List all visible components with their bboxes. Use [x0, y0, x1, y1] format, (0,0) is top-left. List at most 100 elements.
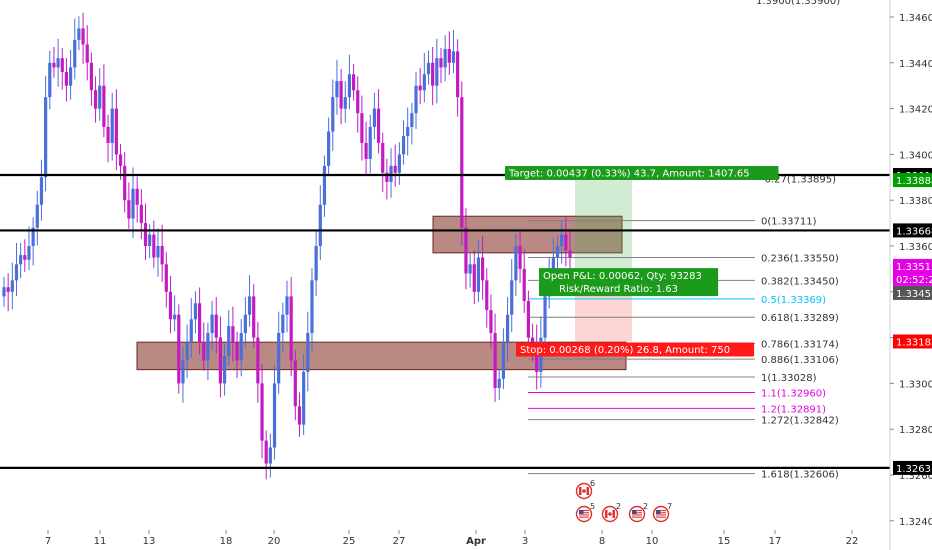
candle-body: [543, 296, 547, 338]
time-axis[interactable]: 7 11 13 18 20 25 27 Apr 3 8 10 15 17 22: [45, 530, 859, 547]
candle-body: [297, 406, 302, 425]
candle-body: [347, 74, 352, 98]
time-tick-label: 18: [220, 536, 233, 547]
candle-body: [505, 314, 510, 343]
candle-body: [14, 264, 19, 281]
candle-body: [256, 337, 260, 384]
candle-body: [464, 227, 468, 274]
fib-level-label: 0.5(1.33369): [761, 295, 826, 306]
candle-body: [439, 58, 443, 68]
candle-body: [135, 188, 139, 205]
price-tick-label: 1.34200: [899, 105, 932, 116]
candle-body: [277, 333, 281, 384]
candle-body: [260, 383, 264, 441]
canada-flag-icon[interactable]: [601, 505, 619, 523]
candle-body: [443, 49, 447, 68]
candle-body: [310, 280, 314, 334]
candle-body: [164, 264, 168, 292]
candle-body: [414, 85, 418, 114]
candle-body: [143, 223, 148, 246]
time-tick-label: 25: [343, 536, 356, 547]
fibonacci-retracement[interactable]: -0.27(1.33895) 0(1.33711) 0.236(1.33550) 0.…: [528, 174, 839, 481]
candle-body: [102, 85, 106, 127]
candle-body: [343, 97, 347, 109]
price-badge-text: 1.33513: [896, 262, 932, 273]
candle-body: [472, 264, 476, 292]
event-count: 2: [616, 502, 621, 511]
price-badge: [893, 258, 932, 273]
target-label-box: [505, 166, 779, 181]
candle-body: [476, 257, 481, 292]
candle-body: [339, 81, 343, 109]
fib-level-label: 0.236(1.33550): [761, 253, 839, 264]
candle-body: [210, 314, 214, 334]
clipped-top-label: 1.3900(1.35900): [756, 0, 840, 7]
candle-body: [6, 287, 10, 292]
candle-body: [27, 246, 31, 260]
candle-body: [139, 204, 143, 224]
candle-body: [564, 234, 568, 251]
us-flag-icon[interactable]: [575, 505, 593, 523]
canada-flag-icon[interactable]: [575, 482, 593, 500]
candle-body: [302, 371, 306, 425]
economic-events[interactable]: 6 5 2 2 7: [575, 479, 673, 523]
fib-level-label: 1.2(1.32891): [761, 404, 826, 415]
candle-body: [551, 257, 555, 274]
price-badge: [893, 334, 932, 349]
candle-body: [193, 303, 198, 320]
event-count: 7: [667, 502, 672, 511]
candle-body: [406, 126, 410, 137]
candle-body: [131, 188, 135, 219]
candle-body: [77, 28, 81, 40]
candle-body: [568, 250, 572, 258]
price-tick-label: 1.32800: [899, 425, 932, 436]
us-flag-icon[interactable]: [652, 505, 670, 523]
candle-body: [2, 287, 6, 297]
candle-body: [268, 447, 272, 464]
candle-body: [306, 333, 310, 372]
us-flag-icon[interactable]: [628, 505, 646, 523]
price-badge: [893, 173, 932, 188]
candle-body: [89, 62, 93, 91]
price-tick-label: 1.32600: [899, 471, 932, 482]
candle-body: [522, 268, 526, 301]
candle-body: [35, 204, 39, 228]
price-tick-label: 1.34600: [899, 13, 932, 24]
candle-body: [93, 90, 98, 109]
price-axis[interactable]: 1.34600 1.34400 1.34200 1.34000 1.33800 1.336…: [756, 0, 932, 550]
candle-body: [501, 342, 506, 379]
candle-body: [518, 246, 522, 269]
candle-body: [426, 62, 431, 75]
candle-body: [227, 326, 231, 356]
candle-body: [239, 333, 243, 361]
candle-body: [481, 257, 485, 281]
candle-body: [23, 255, 27, 260]
candle-body: [435, 58, 439, 86]
candle-body: [156, 246, 160, 258]
candle-body: [19, 255, 23, 265]
candle-body: [555, 246, 560, 258]
candle-body: [10, 280, 14, 292]
candle-body: [168, 291, 173, 320]
pnl-label: Open P&L: 0.00062, Qty: 93283: [543, 271, 702, 282]
fib-level-label: -0.27(1.33895): [761, 174, 836, 185]
candle-body: [318, 204, 322, 246]
price-tick-label: 1.34400: [899, 59, 932, 70]
candle-body: [44, 97, 48, 178]
candle-body: [331, 97, 335, 132]
fib-level-label: 0.786(1.33174): [761, 340, 839, 351]
candle-body: [123, 165, 127, 201]
candle-body: [56, 58, 60, 68]
candle-body: [293, 360, 297, 407]
candle-body: [218, 337, 223, 384]
candle-body: [356, 90, 360, 114]
candle-body: [173, 314, 177, 320]
candle-body: [451, 51, 456, 63]
candle-body: [364, 142, 368, 159]
time-tick-label: 13: [143, 536, 156, 547]
candle-body: [48, 62, 52, 98]
candle-body: [393, 165, 397, 173]
